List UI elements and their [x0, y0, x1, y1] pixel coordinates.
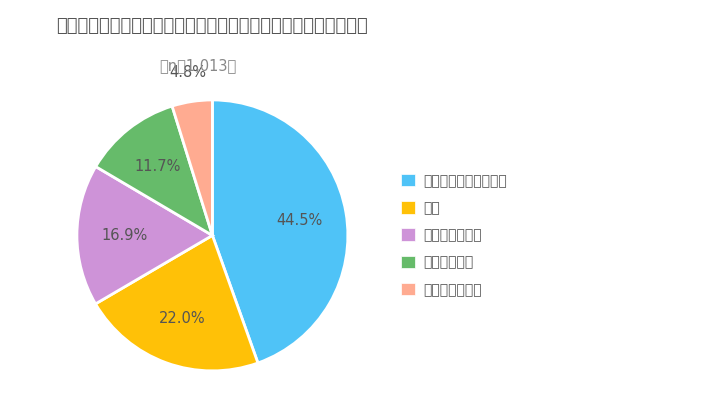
Wedge shape [77, 166, 212, 304]
Wedge shape [96, 235, 258, 371]
Text: 日本に旅行するなら、どのタイプの宿泊施設に泊まりたいですか: 日本に旅行するなら、どのタイプの宿泊施設に泊まりたいですか [57, 17, 368, 35]
Text: 16.9%: 16.9% [101, 228, 147, 243]
Text: 44.5%: 44.5% [276, 213, 322, 228]
Text: （n＝1,013）: （n＝1,013） [159, 58, 237, 73]
Text: 4.8%: 4.8% [169, 64, 206, 80]
Wedge shape [212, 100, 348, 363]
Text: 22.0%: 22.0% [159, 311, 205, 326]
Wedge shape [96, 106, 212, 235]
Text: 11.7%: 11.7% [135, 159, 181, 174]
Wedge shape [172, 100, 212, 235]
Legend: 伝統的な和風温泉旅館, 民泊, ビジネスホテル, 星付きホテル, ユースホステル: 伝統的な和風温泉旅館, 民泊, ビジネスホテル, 星付きホテル, ユースホステル [396, 169, 513, 302]
